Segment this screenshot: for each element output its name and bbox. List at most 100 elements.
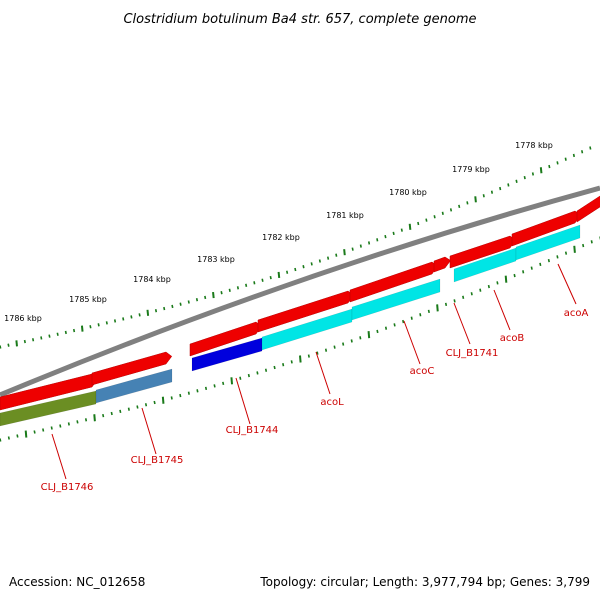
- minor-lower-tick: [153, 400, 156, 405]
- minor-scale-tick: [261, 278, 264, 282]
- minor-scale-tick: [179, 302, 182, 306]
- minor-scale-tick: [31, 338, 35, 342]
- minor-lower-tick: [376, 329, 379, 334]
- leader-line-clj-b1745: [141, 407, 157, 455]
- minor-lower-tick: [282, 363, 285, 367]
- forward-cds-arrow: [91, 351, 173, 386]
- map-title: Clostridium botulinum Ba4 str. 657, comp…: [123, 12, 476, 27]
- forward-cds-arrow: [576, 195, 600, 223]
- scale-label: 1778 kbp: [515, 141, 553, 150]
- scale-label: 1782 kbp: [262, 233, 300, 242]
- scale-label-group: 1778 kbp 1779 kbp 1780 kbp 1781 kbp 1782 kbp…: [4, 141, 553, 323]
- minor-lower-tick: [530, 266, 533, 270]
- minor-lower-tick: [487, 284, 490, 289]
- gene-label-clj-b1745[interactable]: CLJ_B1745: [131, 455, 184, 466]
- minor-lower-tick: [59, 424, 62, 428]
- major-scale-tick: [539, 167, 543, 174]
- minor-scale-tick: [589, 146, 592, 150]
- minor-scale-tick: [367, 241, 371, 245]
- minor-scale-tick: [326, 256, 330, 260]
- scale-tick-track: [0, 146, 592, 349]
- minor-scale-tick: [515, 179, 518, 183]
- scale-label: 1784 kbp: [133, 275, 171, 284]
- minor-scale-tick: [253, 281, 256, 285]
- gene-clj-b1746-feature: [0, 390, 97, 427]
- minor-scale-tick: [556, 161, 559, 165]
- minor-scale-tick: [523, 175, 526, 180]
- gene-label-acol[interactable]: acoL: [320, 397, 344, 408]
- minor-lower-tick: [213, 384, 216, 388]
- minor-lower-tick: [179, 393, 182, 398]
- minor-lower-tick: [419, 313, 422, 317]
- minor-scale-tick: [245, 283, 248, 287]
- minor-lower-tick: [196, 389, 199, 393]
- minor-lower-tick: [410, 316, 413, 320]
- minor-scale-tick: [40, 336, 43, 340]
- minor-scale-tick: [269, 275, 272, 280]
- minor-scale-tick: [572, 153, 575, 158]
- minor-scale-tick: [204, 295, 207, 300]
- minor-scale-tick: [89, 325, 92, 329]
- scale-label: 1779 kbp: [452, 165, 490, 174]
- major-scale-tick: [277, 271, 281, 279]
- leader-line-acoc: [403, 320, 421, 365]
- minor-scale-tick: [56, 332, 59, 336]
- gene-label-acob[interactable]: acoB: [500, 333, 525, 344]
- scale-label: 1780 kbp: [389, 188, 427, 197]
- major-lower-tick: [161, 396, 165, 404]
- minor-scale-tick: [138, 313, 141, 317]
- minor-lower-tick: [522, 270, 525, 274]
- minor-lower-tick: [496, 281, 499, 285]
- gene-acoc-feature: [351, 278, 441, 321]
- minor-scale-tick: [335, 253, 338, 257]
- minor-lower-tick: [16, 434, 19, 438]
- minor-lower-tick: [84, 418, 88, 422]
- minor-lower-tick: [170, 396, 173, 400]
- minor-scale-tick: [531, 172, 535, 176]
- minor-lower-tick: [582, 243, 585, 248]
- gene-label-acoc[interactable]: acoC: [410, 366, 435, 377]
- minor-scale-tick: [425, 218, 428, 222]
- minor-scale-tick: [48, 334, 51, 338]
- gene-label-acoa[interactable]: acoA: [564, 308, 589, 319]
- minor-lower-tick: [539, 262, 542, 267]
- minor-lower-tick: [427, 309, 430, 314]
- minor-scale-tick: [499, 186, 502, 191]
- gene-label-clj-b1741[interactable]: CLJ_B1741: [446, 348, 499, 359]
- minor-scale-tick: [564, 157, 567, 161]
- major-scale-tick: [212, 291, 215, 299]
- minor-scale-tick: [113, 319, 117, 323]
- leader-line-clj-b1741: [453, 302, 471, 345]
- major-lower-tick: [24, 430, 28, 438]
- leader-line-acol: [315, 351, 331, 395]
- gene-clj-b1745-feature: [95, 368, 173, 404]
- major-lower-tick: [573, 245, 576, 253]
- gene-label-clj-b1746[interactable]: CLJ_B1746: [41, 482, 94, 493]
- minor-scale-tick: [581, 150, 584, 154]
- minor-lower-tick: [119, 409, 122, 414]
- minor-lower-tick: [547, 258, 550, 263]
- gene-label-clj-b1744[interactable]: CLJ_B1744: [226, 425, 279, 436]
- minor-scale-tick: [105, 321, 108, 325]
- gene-acol-feature: [261, 308, 353, 351]
- minor-lower-tick: [590, 240, 593, 244]
- minor-lower-tick: [359, 336, 362, 340]
- minor-scale-tick: [466, 201, 469, 205]
- minor-lower-tick: [342, 342, 345, 346]
- leader-line-acoa: [557, 263, 577, 305]
- minor-lower-tick: [136, 405, 139, 409]
- leader-line-clj-b1746: [51, 433, 67, 480]
- minor-lower-tick: [393, 323, 396, 327]
- minor-lower-tick: [479, 288, 482, 292]
- gene-track: [0, 224, 581, 427]
- major-lower-tick: [504, 275, 508, 283]
- minor-scale-tick: [400, 228, 403, 232]
- gene-acoa-feature: [515, 224, 581, 261]
- topology-text: Topology: circular; Length: 3,977,794 bp…: [259, 575, 590, 589]
- minor-scale-tick: [72, 328, 76, 333]
- major-lower-tick: [367, 331, 371, 339]
- minor-lower-tick: [453, 299, 456, 303]
- minor-scale-tick: [64, 330, 67, 335]
- leader-line-acob: [493, 289, 511, 331]
- major-scale-tick: [474, 196, 477, 203]
